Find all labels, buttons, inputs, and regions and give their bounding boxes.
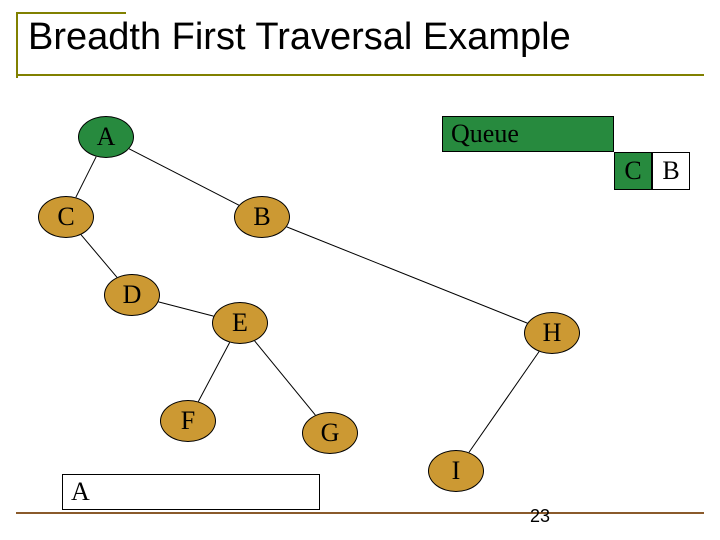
graph-node-i: I [428,450,484,492]
graph-node-f: F [160,400,216,442]
graph-node-g: G [302,412,358,454]
graph-node-d: D [104,274,160,316]
graph-node-e: E [212,302,268,344]
title-underline [16,74,704,76]
queue-box: Queue [442,116,614,152]
queue-cell-b: B [652,152,690,190]
graph-node-b: B [234,196,290,238]
bottom-rule [16,512,704,514]
graph-node-h: H [524,312,580,354]
visited-output-box: A [62,474,320,510]
title-rule-top [16,12,126,14]
slide: Breadth First Traversal Example A C B D … [0,0,720,540]
queue-label: Queue [451,119,519,149]
visited-output-label: A [71,477,90,507]
page-number: 23 [530,506,550,527]
graph-edges [0,0,720,540]
page-title: Breadth First Traversal Example [28,16,571,59]
graph-node-c: C [38,196,94,238]
graph-node-a: A [78,116,134,158]
queue-cell-c: C [614,152,652,190]
title-rule-left [16,12,18,78]
